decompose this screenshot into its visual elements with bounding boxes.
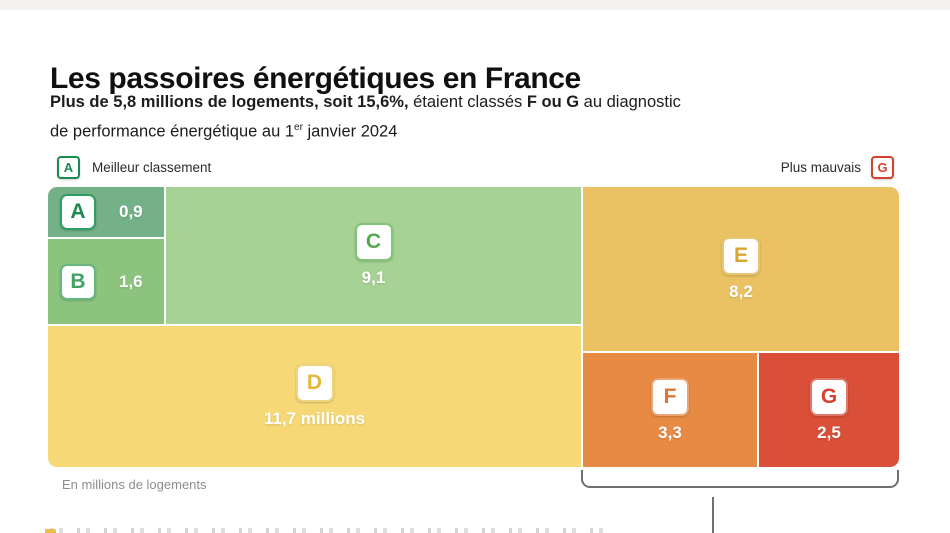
subtitle-line-1: Plus de 5,8 millions de logements, soit … xyxy=(50,93,681,111)
energy-class-e-badge: E xyxy=(722,236,760,275)
cropped-caption-fleck xyxy=(45,529,56,533)
legend-worst: Plus mauvais G xyxy=(781,156,894,179)
treemap-cell-f: F 3,3 xyxy=(583,353,757,467)
subtitle-line-2: de performance énergétique au 1er janvie… xyxy=(50,122,398,141)
treemap-cell-c: C 9,1 xyxy=(166,187,581,324)
unit-footnote: En millions de logements xyxy=(62,477,207,492)
treemap-cell-d: D 11,7 millions xyxy=(48,326,581,467)
top-margin-strip xyxy=(0,0,950,10)
energy-class-a-badge: A xyxy=(60,194,96,230)
energy-class-g-badge: G xyxy=(810,377,848,416)
energy-class-f-badge: F xyxy=(651,377,689,416)
legend-best-label: Meilleur classement xyxy=(92,160,212,175)
treemap-chart: A 0,9 B 1,6 C 9,1 E 8,2 D 11,7 millions … xyxy=(48,187,899,467)
energy-class-b-badge: B xyxy=(60,263,96,300)
cell-e-value: 8,2 xyxy=(729,281,753,301)
energy-class-g-legend-badge: G xyxy=(871,156,894,179)
energy-class-d-badge: D xyxy=(295,364,334,402)
energy-class-a-legend-badge: A xyxy=(57,156,80,179)
cell-d-value: 11,7 millions xyxy=(263,409,366,428)
cell-b-value: 1,6 xyxy=(119,271,143,291)
chart-subtitle: Plus de 5,8 millions de logements, soit … xyxy=(50,90,681,145)
treemap-cell-g: G 2,5 xyxy=(759,353,899,467)
treemap-cell-b: B 1,6 xyxy=(48,239,164,324)
fg-group-bracket xyxy=(581,470,899,488)
fg-group-leader-line xyxy=(712,497,714,533)
legend-worst-label: Plus mauvais xyxy=(780,160,861,175)
legend-best: A Meilleur classement xyxy=(57,156,211,179)
treemap-cell-e: E 8,2 xyxy=(583,187,899,351)
cell-g-value: 2,5 xyxy=(817,422,841,442)
energy-class-c-badge: C xyxy=(354,223,393,261)
cell-a-value: 0,9 xyxy=(119,202,143,221)
cell-c-value: 9,1 xyxy=(361,268,386,287)
page-title: Les passoires énergétiques en France xyxy=(50,62,581,96)
treemap-cell-a: A 0,9 xyxy=(48,187,164,237)
cropped-caption-sliver xyxy=(50,528,606,533)
cell-f-value: 3,3 xyxy=(658,422,682,442)
